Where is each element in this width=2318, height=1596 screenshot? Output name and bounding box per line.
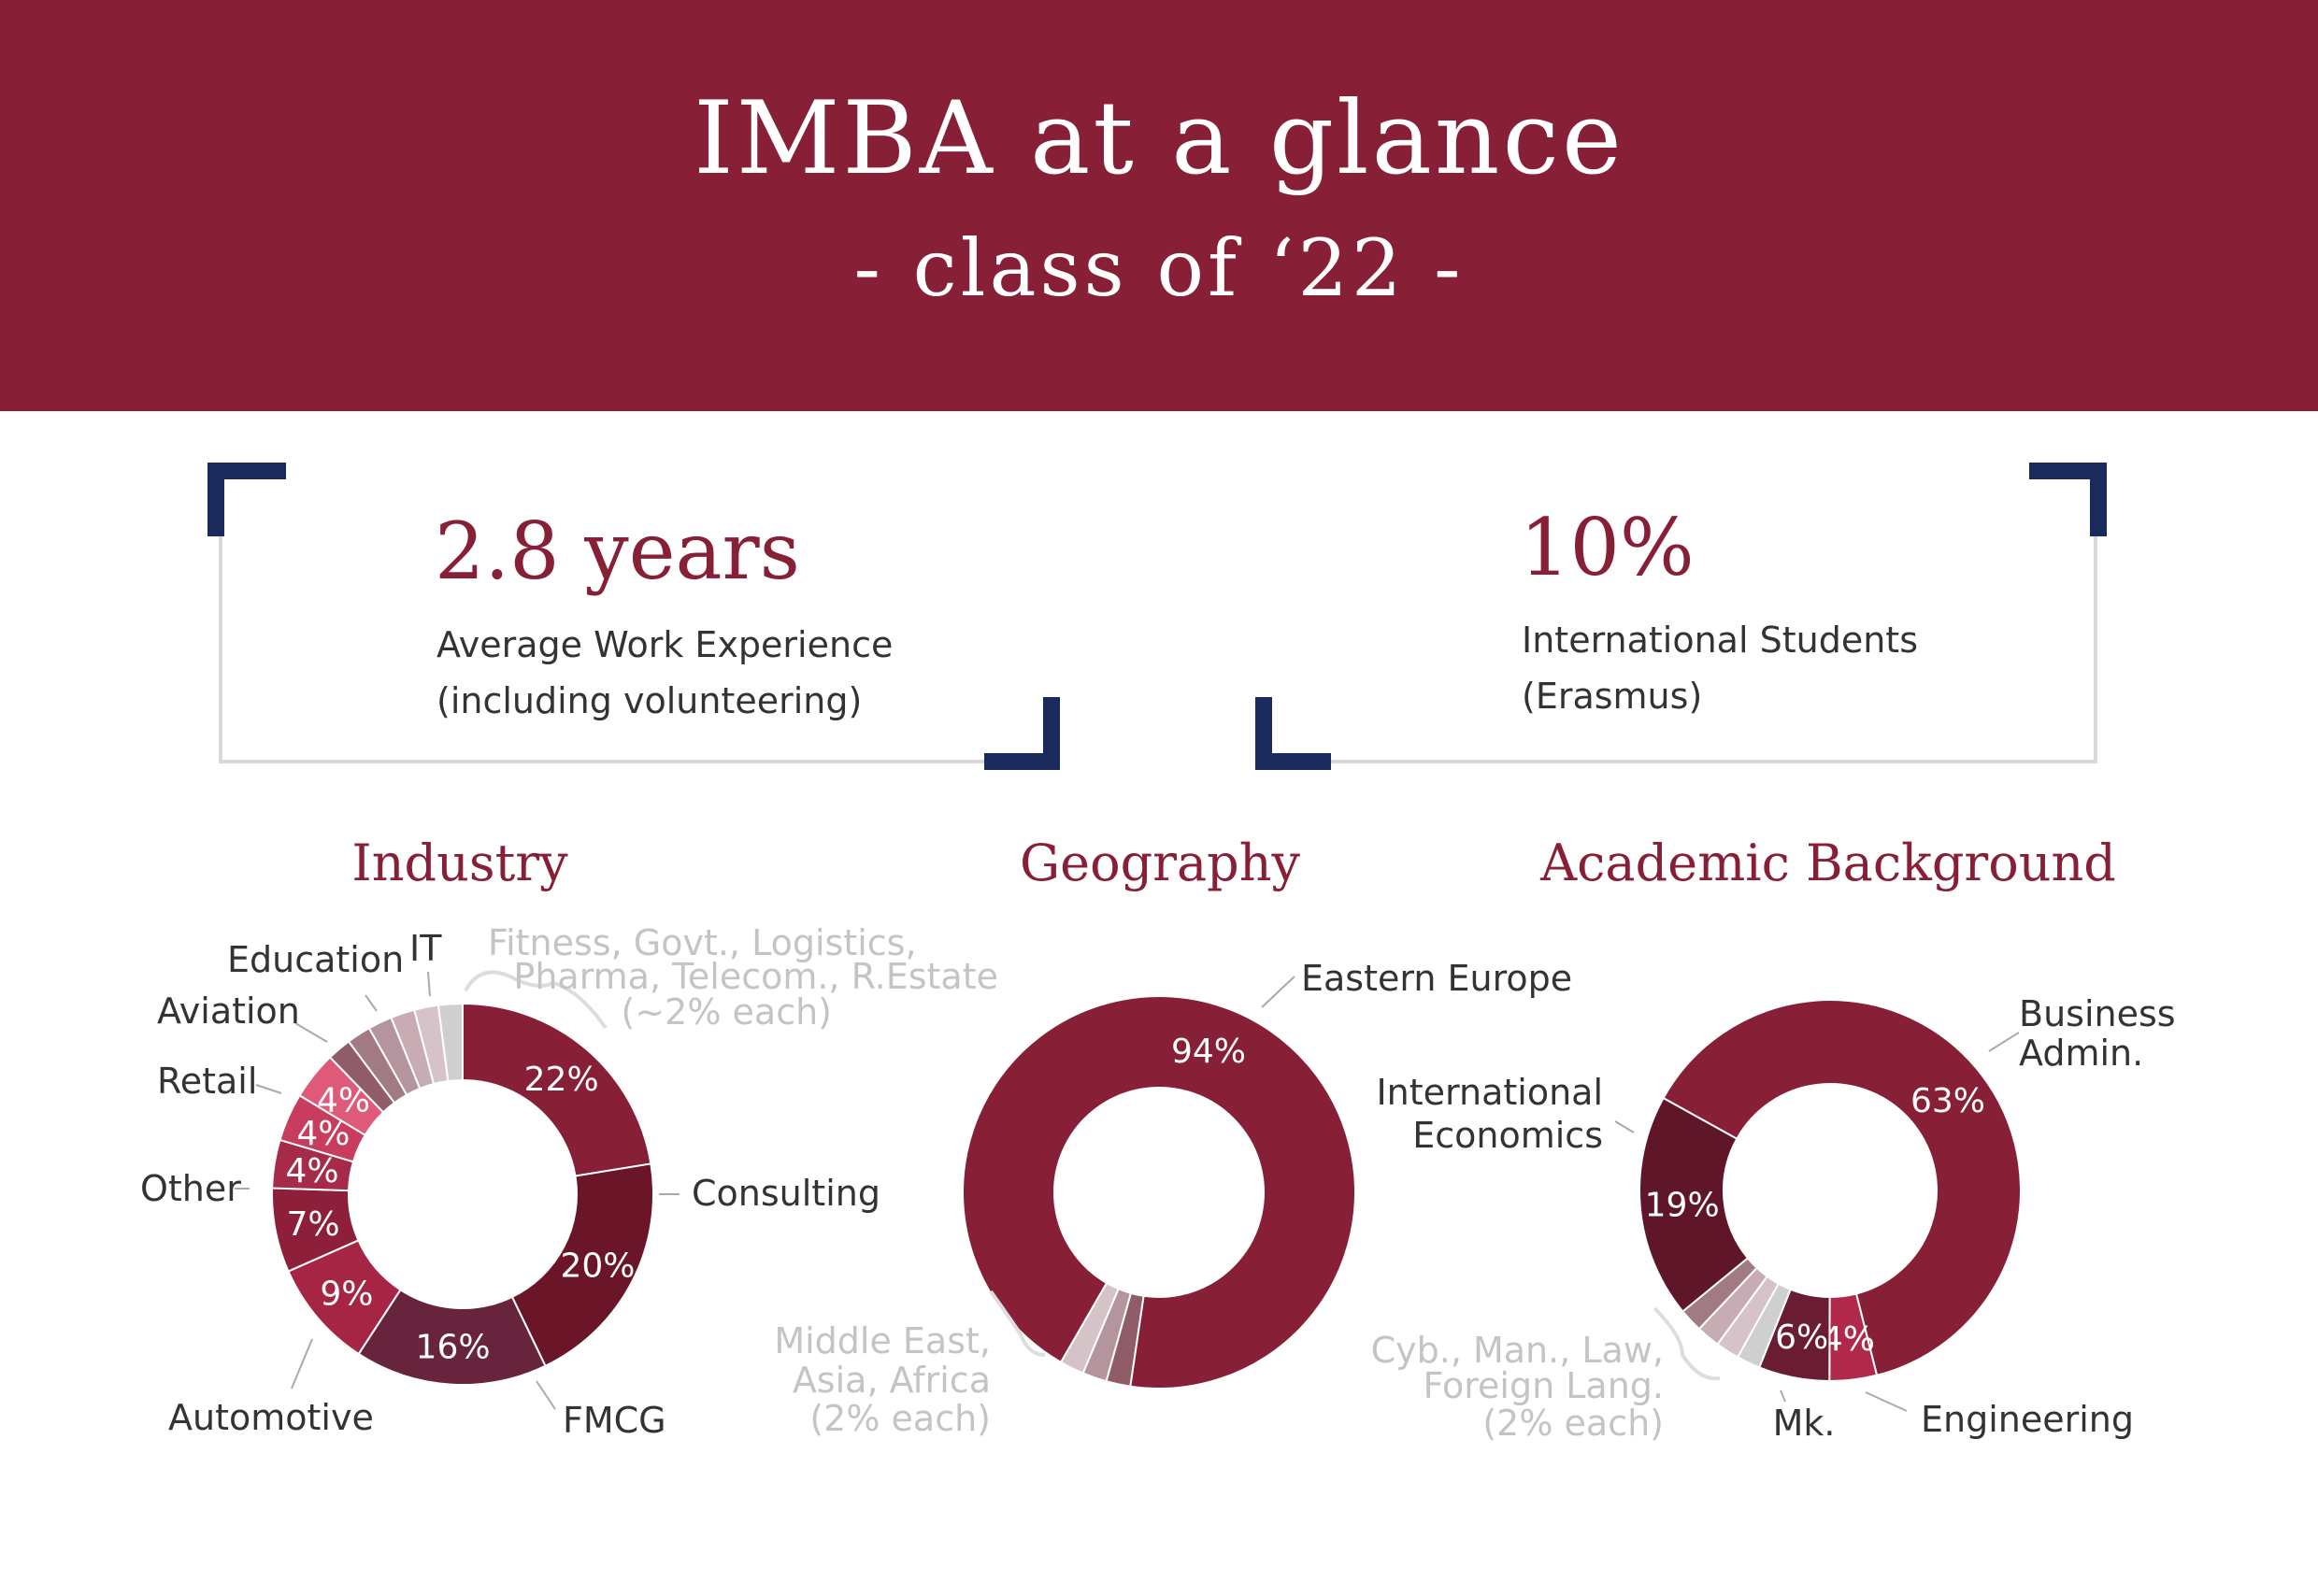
academic-group-note-2: Foreign Lang. (1423, 1365, 1664, 1406)
right-bracket-line (1309, 523, 2097, 763)
academic-slice-international-economics (1638, 1096, 1750, 1313)
corner-mark-bottom-left (984, 697, 1060, 770)
industry-label-it: IT (409, 928, 442, 969)
industry-group-note-2: Pharma, Telecom., R.Estate (513, 956, 998, 997)
academic-group-brace (1653, 1306, 1721, 1381)
work-experience-value: 2.8 years (435, 506, 800, 597)
academic-label-business: Business (2019, 993, 2176, 1034)
left-bracket-line (219, 523, 1009, 763)
academic-leader-mk (1780, 1389, 1786, 1403)
academic-leader-engineering (1865, 1391, 1908, 1412)
academic-label-engineering: Engineering (1921, 1399, 2134, 1440)
geography-leader-eastern-europe (1261, 976, 1295, 1008)
corner-mark-bottom-right (1255, 697, 1331, 770)
industry-leader-it (427, 971, 431, 997)
academic-group-note-1: Cyb., Man., Law, (1371, 1330, 1664, 1371)
page-subtitle: - class of ‘22 - (853, 222, 1465, 314)
industry-label-aviation: Aviation (157, 990, 300, 1032)
industry-pct-automotive: 16% (416, 1329, 491, 1367)
geography-group-note-1: Middle East, (774, 1320, 991, 1361)
academic-pct-international-economics: 19% (1645, 1186, 1720, 1224)
corner-mark-top-left (207, 463, 286, 536)
geography-group-note-3: (2% each) (809, 1398, 991, 1439)
industry-label-automotive: Automotive (168, 1397, 374, 1438)
industry-pct-consulting: 22% (524, 1061, 599, 1099)
academic-label-economics: Economics (1412, 1115, 1603, 1156)
geography-chart-title: Geography (1019, 834, 1301, 892)
page-title: IMBA at a glance (694, 80, 1624, 197)
industry-label-consulting: Consulting (692, 1173, 880, 1214)
corner-mark-top-right (2029, 463, 2107, 536)
geography-group-brace (989, 1290, 1046, 1357)
industry-group-note-1: Fitness, Govt., Logistics, (488, 922, 917, 963)
academic-leader-business-admin (1988, 1032, 2020, 1052)
industry-slice-fmcg (510, 1162, 654, 1368)
industry-pct-retail: 7% (286, 1205, 339, 1244)
industry-label-retail: Retail (157, 1061, 257, 1102)
work-experience-label: Average Work Experience (436, 624, 894, 665)
industry-label-education: Education (227, 939, 404, 980)
academic-label-admin: Admin. (2019, 1033, 2143, 1074)
industry-slice-r-estate (436, 1002, 464, 1083)
industry-leader-education (365, 994, 378, 1012)
corner-marks (207, 463, 2107, 536)
industry-leader-fmcg (536, 1380, 556, 1410)
academic-pct-business-admin: 63% (1910, 1082, 1985, 1120)
international-label: International Students (1522, 620, 1918, 661)
industry-chart-title: Industry (351, 834, 568, 892)
industry-leader-automotive (291, 1338, 313, 1389)
industry-slice-consulting (462, 1002, 652, 1177)
academic-slice-business-admin (1662, 999, 2022, 1376)
industry-pct-aviation: 4% (286, 1152, 339, 1190)
industry-leader-retail (255, 1084, 282, 1094)
industry-pct-other: 9% (320, 1275, 373, 1314)
geography-group-note-2: Asia, Africa (793, 1360, 991, 1401)
academic-label-international: International (1376, 1072, 1603, 1113)
industry-label-other: Other (140, 1168, 241, 1209)
geography-pct-eastern-europe: 94% (1171, 1033, 1246, 1071)
academic-group-note-3: (2% each) (1482, 1403, 1664, 1444)
academic-label-mk: Mk. (1773, 1403, 1836, 1444)
academic-leader-international-economics (1614, 1120, 1635, 1133)
industry-label-fmcg: FMCG (563, 1400, 666, 1441)
header-banner: IMBA at a glance - class of ‘22 - (0, 0, 2318, 411)
academic-pct-mk: 6% (1775, 1318, 1828, 1357)
industry-group-brace (464, 970, 608, 1030)
academic-chart-title: Academic Background (1540, 834, 2116, 892)
work-experience-note: (including volunteering) (436, 680, 863, 721)
industry-group-note-3: (~2% each) (622, 991, 833, 1033)
international-note: (Erasmus) (1522, 676, 1703, 717)
industry-pct-fmcg: 20% (561, 1247, 636, 1285)
industry-leader-aviation (294, 1022, 328, 1043)
geography-slice-eastern-europe (962, 995, 1356, 1389)
geography-label-eastern-europe: Eastern Europe (1301, 958, 1572, 999)
international-value: 10% (1520, 502, 1695, 593)
